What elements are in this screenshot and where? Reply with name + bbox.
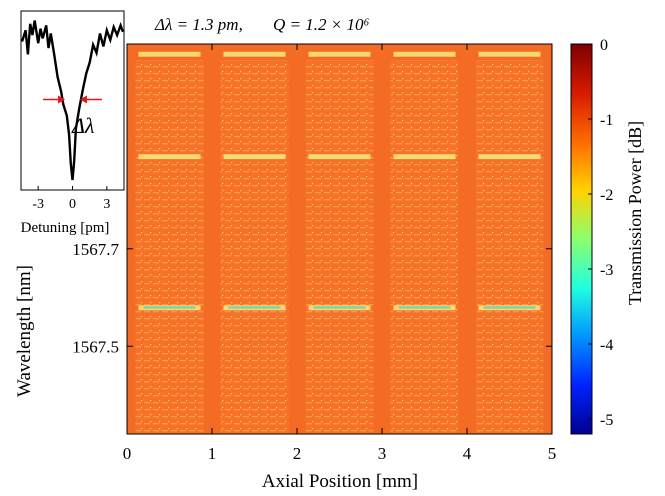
y-tick-label: 1567.5	[72, 337, 119, 356]
colorbar-label: Transmission Power [dB]	[625, 121, 645, 305]
inset-transmission-trace	[20, 20, 125, 181]
colorbar: 0 -1 -2 -3 -4 -5 Transmission Power [dB]	[570, 37, 645, 435]
heatmap-band-1	[135, 60, 204, 434]
x-tick-label: 0	[123, 444, 132, 463]
colorbar-tick-label: -2	[600, 187, 613, 204]
colorbar-tick-label: 0	[600, 37, 608, 54]
inset-x-tick-label: 0	[69, 197, 76, 212]
inset-width-arrows	[43, 95, 102, 104]
resonance-line-5-2	[478, 154, 541, 160]
x-tick-label: 4	[463, 444, 472, 463]
colorbar-tick-label: -4	[600, 337, 613, 354]
heatmap-plot-area	[126, 43, 553, 435]
colorbar-tick-label: -3	[600, 262, 613, 279]
y-axis-label: Wavelength [nm]	[14, 265, 35, 397]
x-tick-label: 1	[208, 444, 217, 463]
resonance-line-4-2	[393, 154, 456, 160]
colorbar-tick-label: -1	[600, 112, 613, 129]
x-tick-label: 2	[293, 444, 302, 463]
inset-arrow-right-head	[79, 95, 87, 104]
colorbar-tick-label: -5	[600, 412, 613, 429]
heatmap-band-4	[390, 60, 459, 434]
inset-x-tick-label: 3	[103, 197, 110, 212]
heatmap-frame	[126, 43, 553, 435]
resonance-dip-2	[228, 306, 281, 309]
resonance-line-2-1	[223, 51, 286, 57]
resonance-line-1-1	[138, 51, 201, 57]
resonance-line-3-1	[308, 51, 371, 57]
x-axis: 0 1 2 3 4 5	[123, 44, 557, 463]
resonance-line-1-2	[138, 154, 201, 160]
y-axis: 1567.7 1567.5	[72, 240, 552, 356]
resonance-dip-5	[483, 306, 536, 309]
x-axis-label: Axial Position [mm]	[262, 471, 418, 492]
resonance-line-3-2	[308, 154, 371, 160]
heatmap-band-5	[475, 60, 544, 434]
resonance-line-5-1	[478, 51, 541, 57]
heatmap-band-2	[220, 60, 289, 434]
inset-width-label: Δλ	[71, 113, 94, 138]
colorbar-gradient	[570, 43, 593, 435]
x-tick-label: 5	[548, 444, 557, 463]
inset-x-axis-label: Detuning [pm]	[21, 220, 110, 236]
chart-annotation-delta-lambda: Δλ = 1.3 pm,	[154, 15, 243, 34]
resonance-line-4-1	[393, 51, 456, 57]
resonance-dip-3	[313, 306, 366, 309]
x-tick-label: 3	[378, 444, 387, 463]
heatmap-band-3	[305, 60, 374, 434]
inset-x-tick-label: -3	[32, 197, 44, 212]
resonance-dip-1	[143, 306, 196, 309]
inset-arrow-left-head	[58, 95, 66, 104]
y-tick-label: 1567.7	[72, 240, 119, 259]
chart-annotation-q-factor: Q = 1.2 × 10⁶	[273, 15, 369, 34]
inset-plot: Δλ -3 0 3 Detuning [pm]	[20, 10, 125, 236]
resonance-dip-4	[398, 306, 451, 309]
resonance-line-2-2	[223, 154, 286, 160]
